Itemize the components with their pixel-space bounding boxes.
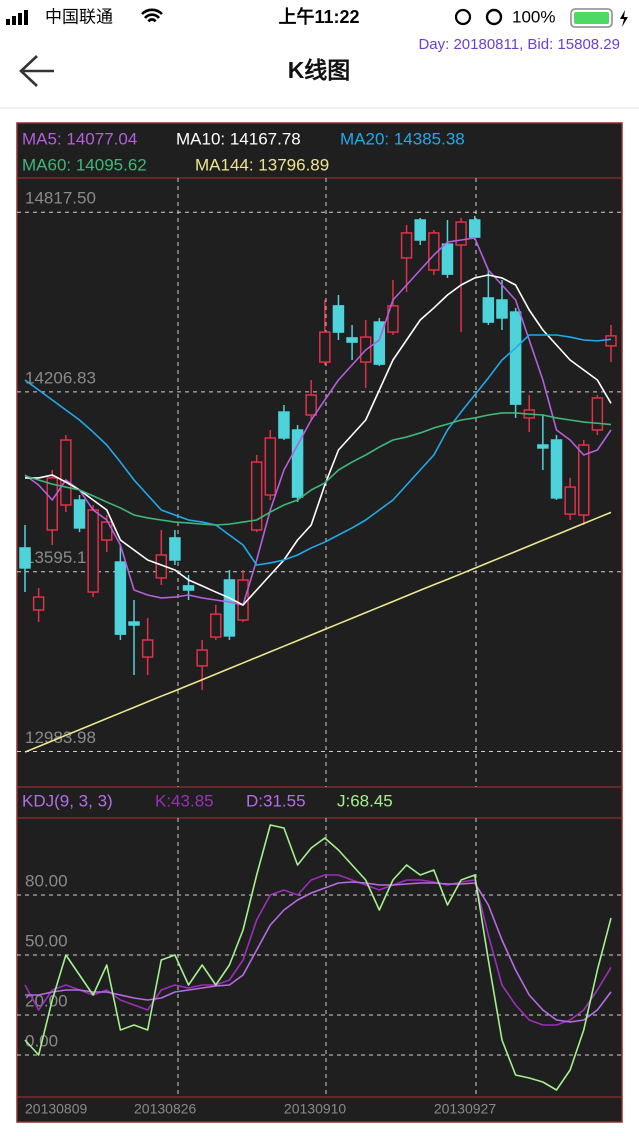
candle-body [319, 331, 331, 363]
bid-info: Day: 20180811, Bid: 15808.29 [418, 36, 620, 53]
legend-entry: K:43.85 [155, 791, 214, 810]
candle-body [291, 429, 304, 498]
x-tick-label: 20130910 [284, 1101, 347, 1117]
candle-body [346, 337, 358, 343]
candle-body [455, 221, 467, 246]
candle-body [332, 305, 345, 333]
candle-body [141, 639, 154, 658]
series-line [24, 412, 612, 526]
candle-body [428, 232, 440, 271]
candle-body [468, 219, 481, 238]
charging-icon [620, 10, 628, 27]
candle-body [128, 621, 140, 626]
y-tick-label: 80.00 [25, 871, 68, 890]
candle-body [509, 311, 522, 405]
back-button[interactable] [19, 55, 54, 87]
candle-body [496, 299, 508, 319]
signal-bar [6, 19, 10, 25]
y-tick-label: 14817.50 [25, 189, 96, 208]
candle-body [278, 411, 290, 439]
y-tick-label: 50.00 [25, 931, 68, 950]
series-line [24, 874, 612, 1026]
legend-entry: MA144: 13796.89 [195, 155, 329, 174]
candle-body [223, 579, 236, 637]
legend-entry: J:68.45 [337, 791, 393, 810]
legend-entry: MA10: 14167.78 [176, 129, 301, 148]
series-line [24, 824, 612, 1091]
candle-body [482, 297, 495, 323]
status-bar: 中国联通 上午11:22 100% [6, 6, 628, 28]
panel-title: KDJ(9, 3, 3) [22, 791, 113, 810]
candle-body [60, 439, 72, 506]
candle-body [46, 477, 59, 531]
clock: 上午11:22 [278, 6, 359, 27]
x-tick-label: 20130809 [25, 1101, 88, 1117]
candle-body [605, 335, 617, 347]
y-tick-label: 14206.83 [25, 368, 96, 387]
x-tick-label: 20130826 [134, 1101, 197, 1117]
x-tick-label: 20130927 [434, 1101, 497, 1117]
series-line [24, 334, 612, 566]
series-line [25, 274, 612, 606]
candle-body [387, 305, 399, 333]
candle-body [87, 509, 99, 593]
carrier: 中国联通 [45, 7, 113, 26]
signal-bar [24, 10, 28, 25]
battery-level [574, 12, 609, 24]
candle-body [564, 486, 576, 515]
candle-body [264, 437, 277, 496]
legend-entry: D:31.55 [246, 791, 306, 810]
series-line [24, 237, 612, 606]
candle-body [441, 243, 454, 275]
candle-body [73, 499, 86, 529]
battery-percent: 100% [512, 7, 555, 26]
nav-header: Day: 20180811, Bid: 15808.29 K线图 [0, 36, 639, 109]
candle-body [550, 439, 563, 499]
candle-body [19, 547, 31, 569]
page-title: K线图 [288, 57, 351, 83]
candle-body [182, 585, 195, 591]
candle-body [101, 521, 113, 541]
legend-entry: MA60: 14095.62 [22, 155, 147, 174]
candle-body [169, 537, 181, 561]
candle-body [196, 649, 208, 667]
candle-body [577, 444, 590, 516]
candle-body [250, 461, 263, 531]
candle-body [414, 219, 426, 241]
y-tick-label: 13595.16 [25, 548, 96, 567]
candle-body [114, 561, 127, 635]
battery-outline [570, 8, 613, 28]
legend-entry: MA5: 14077.04 [22, 129, 137, 148]
candle-body [400, 232, 413, 259]
rotation-lock-icon [454, 8, 472, 26]
signal-bar [18, 13, 22, 25]
candle-body [537, 444, 549, 449]
candle-body [32, 596, 45, 611]
candle-body [305, 394, 317, 416]
wifi-icon [141, 8, 163, 23]
series-line [24, 511, 612, 753]
legend-entry: MA20: 14385.38 [340, 129, 465, 148]
candle-body [210, 613, 222, 638]
candle-body [591, 397, 604, 431]
signal-bar [12, 16, 16, 25]
series-line [25, 881, 612, 1023]
alarm-icon [485, 8, 503, 26]
